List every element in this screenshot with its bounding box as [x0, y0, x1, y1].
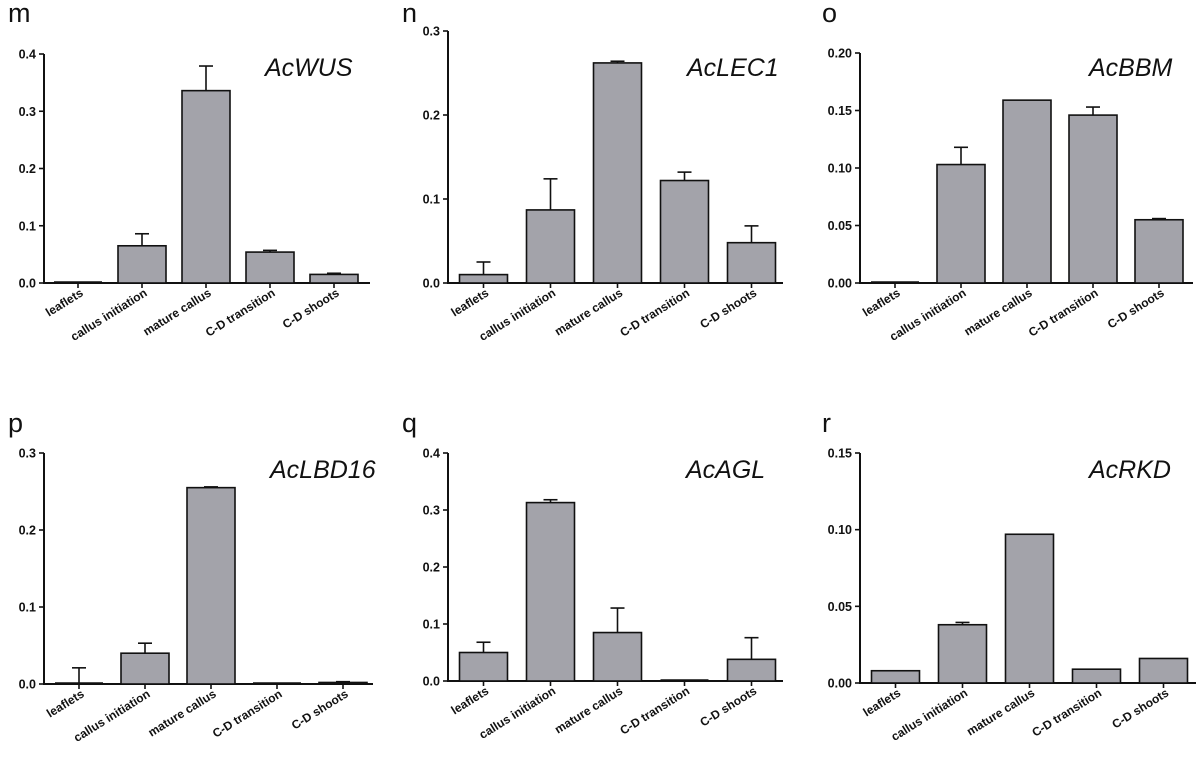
x-tick-label: leaflets: [44, 687, 87, 721]
bar: [525, 209, 576, 284]
y-tick-label: 0.15: [828, 447, 852, 461]
x-tick-label: leaflets: [43, 286, 86, 320]
x-tick-label: C-D shoots: [1105, 286, 1167, 332]
panel-letter: r: [822, 408, 831, 438]
x-tick-label: mature callus: [962, 286, 1035, 339]
x-tick-label: mature callus: [552, 286, 625, 339]
x-tick-label: C-D shoots: [697, 684, 759, 730]
x-tick-label: C-D transition: [617, 286, 692, 340]
bar: [458, 651, 509, 682]
bar: [309, 273, 359, 284]
bar: [117, 244, 167, 284]
y-tick-label: 0.1: [423, 193, 440, 207]
bar: [1071, 668, 1122, 684]
chart-panel-o: oAcBBM0.000.050.100.150.20leafletscallus…: [822, 0, 1193, 344]
y-tick-label: 0.2: [19, 524, 36, 538]
bar: [181, 89, 231, 284]
x-tick-label: leaflets: [449, 684, 492, 718]
bar: [1068, 114, 1118, 284]
bar: [659, 179, 710, 284]
chart-title: AcWUS: [263, 54, 353, 82]
x-tick-label: C-D shoots: [280, 286, 342, 332]
x-tick-label: mature callus: [146, 687, 219, 740]
y-tick-label: 0.00: [828, 677, 852, 691]
bar: [186, 486, 236, 685]
x-tick-label: C-D shoots: [289, 687, 351, 733]
chart-title: AcLEC1: [685, 54, 779, 82]
y-tick-label: 0.10: [828, 162, 852, 176]
bar: [726, 241, 777, 284]
bar: [937, 623, 988, 684]
x-tick-label: C-D shoots: [697, 286, 759, 332]
x-tick-label: C-D transition: [1029, 686, 1104, 740]
bar: [936, 163, 986, 284]
y-tick-label: 0.00: [828, 277, 852, 291]
chart-title: AcLBD16: [268, 456, 376, 484]
bar: [245, 251, 295, 284]
x-tick-label: C-D transition: [203, 286, 278, 340]
chart-title: AcAGL: [684, 456, 765, 484]
y-tick-label: 0.3: [423, 25, 440, 39]
y-tick-label: 0.2: [423, 561, 440, 575]
bar: [458, 273, 509, 284]
bar: [120, 652, 170, 685]
y-tick-label: 0.3: [19, 447, 36, 461]
bar: [1004, 533, 1055, 684]
x-tick-label: C-D transition: [1026, 286, 1101, 340]
bar: [1134, 218, 1184, 284]
chart-title: AcBBM: [1087, 54, 1173, 82]
bar: [318, 681, 368, 685]
y-tick-label: 0.3: [423, 504, 440, 518]
x-tick-label: C-D shoots: [1109, 686, 1171, 732]
x-tick-label: mature callus: [141, 286, 214, 339]
panel-letter: q: [402, 408, 417, 438]
bar: [1002, 99, 1052, 284]
y-tick-label: 0.05: [828, 600, 852, 614]
y-tick-label: 0.0: [423, 277, 440, 291]
chart-title: AcRKD: [1087, 456, 1171, 484]
y-tick-label: 0.0: [19, 277, 36, 291]
y-tick-label: 0.3: [19, 105, 36, 119]
y-tick-label: 0.4: [423, 447, 440, 461]
y-tick-label: 0.20: [828, 47, 852, 61]
y-tick-label: 0.0: [423, 675, 440, 689]
panel-letter: o: [822, 0, 837, 28]
panel-letter: p: [8, 408, 23, 438]
y-tick-label: 0.1: [19, 219, 36, 233]
y-tick-label: 0.2: [19, 162, 36, 176]
x-tick-label: mature callus: [552, 684, 625, 737]
x-tick-label: C-D transition: [617, 684, 692, 738]
y-tick-label: 0.10: [828, 523, 852, 537]
y-tick-label: 0.2: [423, 109, 440, 123]
x-tick-label: leaflets: [861, 686, 904, 720]
bar: [870, 669, 921, 684]
bar: [726, 658, 777, 682]
y-tick-label: 0.05: [828, 219, 852, 233]
bar: [525, 501, 576, 682]
y-tick-label: 0.4: [19, 48, 36, 62]
bar: [592, 62, 643, 284]
y-tick-label: 0.15: [828, 104, 852, 118]
panel-letter: n: [402, 0, 417, 28]
bar: [1138, 657, 1189, 684]
x-tick-label: leaflets: [860, 286, 903, 320]
y-tick-label: 0.1: [19, 601, 36, 615]
y-tick-label: 0.1: [423, 618, 440, 632]
x-tick-label: mature callus: [964, 686, 1037, 739]
y-tick-label: 0.0: [19, 678, 36, 692]
panel-letter: m: [8, 0, 31, 28]
x-tick-label: leaflets: [449, 286, 492, 320]
bar: [592, 631, 643, 682]
x-tick-label: C-D transition: [210, 687, 285, 741]
